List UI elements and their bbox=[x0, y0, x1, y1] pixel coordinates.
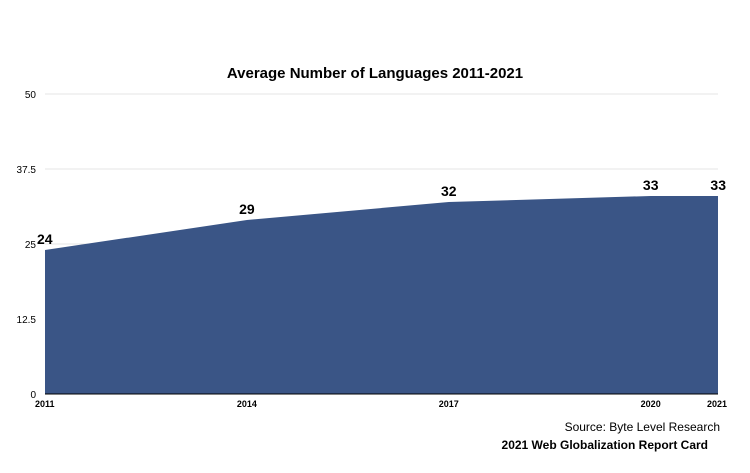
x-tick-label: 2017 bbox=[439, 399, 459, 409]
data-label: 24 bbox=[37, 231, 53, 247]
y-tick-label: 12.5 bbox=[17, 315, 37, 326]
y-tick-label: 25 bbox=[25, 240, 37, 251]
data-label: 33 bbox=[710, 177, 726, 193]
report-name: 2021 Web Globalization Report Card bbox=[501, 438, 708, 452]
y-tick-label: 37.5 bbox=[17, 165, 37, 176]
x-tick-label: 2020 bbox=[641, 399, 661, 409]
x-tick-label: 2011 bbox=[35, 399, 55, 409]
data-labels: 24 29 32 33 33 bbox=[37, 177, 726, 247]
data-label: 32 bbox=[441, 183, 457, 199]
x-axis-ticks: 2011 2014 2017 2020 2021 bbox=[35, 399, 727, 409]
x-tick-label: 2021 bbox=[707, 399, 727, 409]
chart-title: Average Number of Languages 2011-2021 bbox=[227, 65, 523, 82]
x-tick-label: 2014 bbox=[237, 399, 257, 409]
y-tick-label: 50 bbox=[25, 90, 37, 101]
y-axis-ticks: 0 12.5 25 37.5 50 bbox=[17, 90, 37, 401]
y-tick-label: 0 bbox=[30, 390, 36, 401]
data-label: 29 bbox=[239, 201, 255, 217]
source-note: Source: Byte Level Research bbox=[564, 420, 720, 434]
data-label: 33 bbox=[643, 177, 659, 193]
area-series bbox=[45, 196, 718, 394]
